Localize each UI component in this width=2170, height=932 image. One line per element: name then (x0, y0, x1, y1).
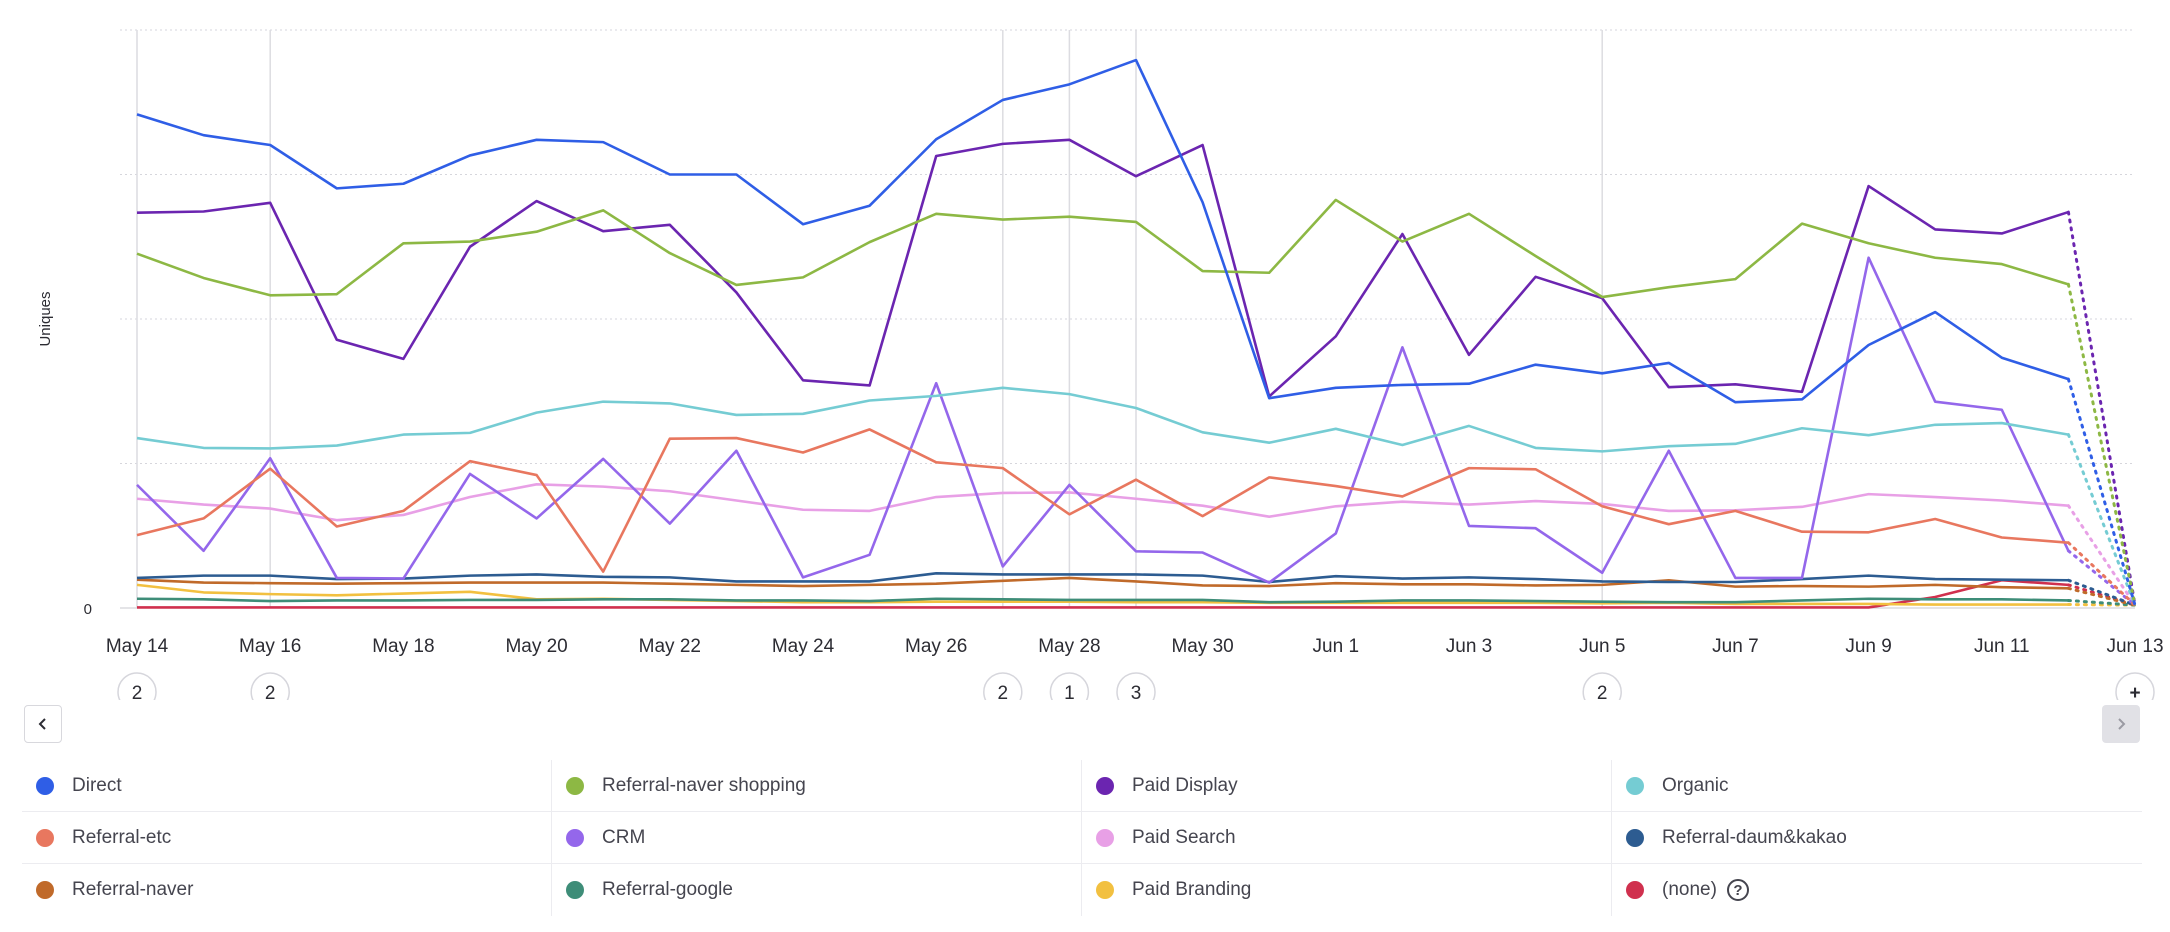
series-line (136, 583, 2069, 606)
legend-label: Referral-naver shopping (602, 774, 806, 796)
legend-label: Paid Display (1132, 774, 1238, 796)
legend-swatch (566, 881, 584, 899)
series-line (136, 198, 2069, 299)
legend-item[interactable]: Organic (1612, 760, 2142, 812)
series-line (136, 58, 2069, 404)
series-incomplete-line (2066, 433, 2137, 607)
series-line (136, 576, 2069, 590)
x-tick-label: May 30 (1171, 636, 1233, 657)
legend-swatch (1626, 776, 1644, 795)
chart-svg: Uniques 0 May 14 May 16 May 18 May 20 May 22 Ma… (37, 29, 2164, 712)
legend-swatch (1626, 828, 1644, 847)
y-axis-label: Uniques (37, 291, 54, 346)
x-tick-label: Jun 1 (1313, 636, 1359, 657)
legend-item[interactable]: (none)? (1612, 864, 2142, 916)
legend-label: Referral-etc (72, 826, 172, 848)
legend-item[interactable]: Referral-etc (22, 812, 552, 864)
x-tick-label: May 14 (106, 636, 169, 657)
legend-item[interactable]: Direct (22, 760, 552, 812)
x-tick-label: May 16 (239, 636, 301, 657)
line-chart: Uniques 0 May 14 May 16 May 18 May 20 May 22 Ma… (37, 29, 2164, 712)
legend-swatch (1096, 881, 1114, 899)
legend-swatch (1096, 828, 1114, 847)
legend-label: Direct (72, 774, 122, 796)
annotation-count: 2 (265, 683, 276, 700)
legend-swatch (1626, 881, 1644, 899)
x-tick-label: Jun 13 (2106, 636, 2163, 657)
x-tick-label: Jun 11 (1974, 636, 2030, 657)
chart-legend: Direct Referral-naver shopping Paid Displa… (22, 760, 2142, 916)
legend-item[interactable]: Referral-daum&kakao (1612, 812, 2142, 864)
x-tick-label: Jun 5 (1579, 636, 1625, 657)
chevron-right-icon (2118, 718, 2126, 730)
previous-button[interactable] (24, 705, 62, 743)
legend-swatch (36, 828, 54, 847)
legend-swatch (566, 828, 584, 847)
legend-swatch (566, 776, 584, 795)
legend-swatch (1096, 776, 1114, 795)
next-button[interactable] (2102, 705, 2140, 743)
annotation-count: 2 (1597, 683, 1608, 700)
annotation-count: 2 (998, 683, 1009, 700)
legend-label: Referral-daum&kakao (1662, 826, 1847, 848)
series-line (136, 597, 2069, 604)
series-incomplete-line (2066, 210, 2137, 607)
x-tick-label: May 22 (639, 636, 701, 657)
series-incomplete-line (2066, 549, 2137, 607)
x-tick-label: May 26 (905, 636, 967, 657)
legend-label: Organic (1662, 774, 1729, 796)
series-line (136, 428, 2069, 573)
legend-label: Paid Search (1132, 826, 1236, 848)
legend-label: CRM (602, 826, 646, 848)
legend-label: (none) (1662, 879, 1717, 900)
annotation-count: 3 (1131, 683, 1142, 700)
annotation-count: + (2129, 683, 2140, 700)
x-tick-label: Jun 7 (1712, 636, 1758, 657)
series-line (136, 386, 2069, 453)
y-tick-label: 0 (84, 601, 92, 618)
legend-item[interactable]: Paid Search (1082, 812, 1612, 864)
series-incomplete-line (2066, 377, 2137, 607)
annotation-count: 2 (132, 683, 143, 700)
legend-label: Referral-naver (72, 879, 194, 900)
legend-label: Referral-google (602, 879, 733, 900)
series-incomplete-line (2066, 541, 2137, 607)
x-tick-label: Jun 3 (1446, 636, 1492, 657)
legend-item[interactable]: Paid Branding (1082, 864, 1612, 916)
series-line (136, 483, 2069, 522)
legend-item[interactable]: Referral-google (552, 864, 1082, 916)
annotation-count: 1 (1064, 683, 1075, 700)
series-incomplete-line (2066, 598, 2137, 607)
legend-item[interactable]: Referral-naver (22, 864, 552, 916)
series-incomplete-line (2066, 578, 2137, 607)
legend-item[interactable]: Paid Display (1082, 760, 1612, 812)
series-line (136, 138, 2069, 398)
x-tick-label: May 24 (772, 636, 835, 657)
legend-swatch (36, 881, 54, 899)
question-circle-icon[interactable]: ? (1726, 879, 1749, 901)
chevron-left-icon (38, 718, 46, 730)
x-tick-label: May 28 (1038, 636, 1100, 657)
legend-swatch (36, 776, 54, 795)
legend-item[interactable]: Referral-naver shopping (552, 760, 1082, 812)
series-line (136, 256, 2070, 584)
series-line (137, 578, 2069, 609)
x-tick-label: Jun 9 (1845, 636, 1891, 657)
x-tick-label: May 20 (505, 636, 567, 657)
series-incomplete-line (2066, 282, 2137, 607)
series-incomplete-line (2066, 586, 2137, 607)
series-line (136, 572, 2069, 584)
legend-label: Paid Branding (1132, 879, 1252, 900)
legend-item[interactable]: CRM (552, 812, 1082, 864)
x-tick-label: May 18 (372, 636, 434, 657)
